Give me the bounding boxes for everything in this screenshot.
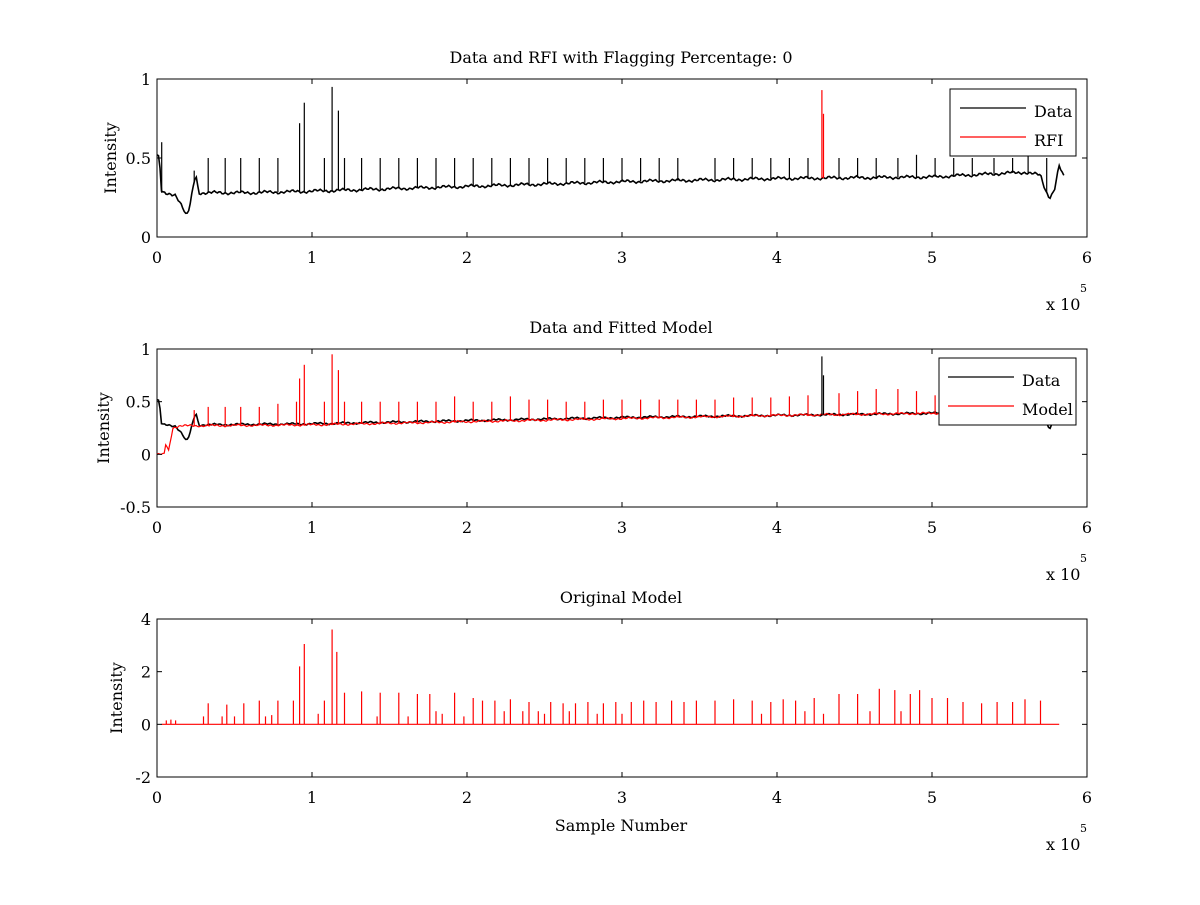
- x-tick-label: 2: [462, 248, 472, 267]
- x-tick-label: 5: [927, 788, 937, 807]
- x-tick-label: 1: [307, 518, 317, 537]
- x-tick-label: 0: [152, 788, 162, 807]
- subplot-2-x-multiplier: x 10: [1046, 565, 1080, 584]
- subplot-2-spikes: [193, 354, 936, 426]
- x-tick-label: 3: [617, 518, 627, 537]
- subplot-3-x-exponent: 5: [1080, 822, 1087, 835]
- x-tick-label: 4: [772, 518, 782, 537]
- subplot-2-y-axis: -0.5 0 0.5 1: [120, 340, 1087, 517]
- x-tick-label: 6: [1082, 788, 1092, 807]
- y-tick-label: 2: [141, 663, 151, 682]
- x-tick-label: 0: [152, 518, 162, 537]
- subplot-3-x-axis: 0 1 2 3 4 5 6: [152, 619, 1092, 807]
- subplot-2-title: Data and Fitted Model: [529, 318, 712, 337]
- subplot-1-x-axis: 0 1 2 3 4 5 6: [152, 79, 1092, 267]
- subplot-1-x-exponent: 5: [1080, 282, 1087, 295]
- y-tick-label: 1: [141, 340, 151, 359]
- x-tick-label: 4: [772, 788, 782, 807]
- x-tick-label: 5: [927, 518, 937, 537]
- subplot-3-ylabel: Intensity: [107, 662, 126, 734]
- y-tick-label: 1: [141, 70, 151, 89]
- subplot-2-model-baseline-line: [156, 410, 1026, 456]
- subplot-2-x-axis: 0 1 2 3 4 5 6: [152, 349, 1092, 537]
- subplot-3-y-axis: -2 0 2 4: [135, 610, 1087, 787]
- x-tick-label: 1: [307, 788, 317, 807]
- x-tick-label: 6: [1082, 248, 1092, 267]
- x-tick-label: 3: [617, 248, 627, 267]
- subplot-2-ylabel: Intensity: [94, 392, 113, 464]
- x-tick-label: 4: [772, 248, 782, 267]
- x-tick-label: 6: [1082, 518, 1092, 537]
- subplot-1: Data and RFI with Flagging Percentage: 0…: [101, 48, 1092, 314]
- subplot-1-title: Data and RFI with Flagging Percentage: 0: [449, 48, 792, 67]
- subplot-2-legend: Data Model: [938, 357, 1077, 426]
- y-tick-label: 0.5: [126, 149, 151, 168]
- subplot-1-x-multiplier: x 10: [1046, 295, 1080, 314]
- subplot-2-legend-label-data: Data: [1022, 371, 1061, 390]
- y-tick-label: -2: [135, 768, 151, 787]
- x-tick-label: 5: [927, 248, 937, 267]
- y-tick-label: 0: [141, 715, 151, 734]
- subplot-1-y-axis: 00.51: [126, 70, 1087, 247]
- subplot-3-x-multiplier: x 10: [1046, 835, 1080, 854]
- subplot-2-legend-label-model: Model: [1022, 400, 1073, 419]
- subplot-1-data-baseline-line: [156, 154, 1065, 215]
- subplot-2-plot-area: [156, 354, 1065, 456]
- subplot-3-spikes: [165, 629, 1042, 725]
- x-tick-label: 2: [462, 518, 472, 537]
- subplot-3-xlabel: Sample Number: [555, 816, 688, 835]
- y-tick-label: 0: [141, 228, 151, 247]
- x-tick-label: 2: [462, 788, 472, 807]
- subplot-1-legend-label-data: Data: [1034, 102, 1073, 121]
- subplot-1-legend: Data RFI: [949, 88, 1077, 157]
- subplot-2-x-exponent: 5: [1080, 552, 1087, 565]
- y-tick-label: 4: [141, 610, 151, 629]
- y-tick-label: -0.5: [120, 498, 151, 517]
- y-tick-label: 0.5: [126, 393, 151, 412]
- subplot-1-legend-box: [949, 88, 1077, 157]
- subplot-1-legend-label-rfi: RFI: [1034, 131, 1063, 150]
- x-tick-label: 3: [617, 788, 627, 807]
- y-tick-label: 0: [141, 445, 151, 464]
- x-tick-label: 1: [307, 248, 317, 267]
- subplot-2-axes-box: [156, 348, 1088, 508]
- subplot-1-ylabel: Intensity: [101, 122, 120, 194]
- x-tick-label: 0: [152, 248, 162, 267]
- subplot-3-plot-area: [161, 629, 1060, 725]
- subplot-1-plot-area: [156, 86, 1065, 215]
- subplot-3-title: Original Model: [560, 588, 682, 607]
- subplot-1-spikes: [161, 86, 1048, 193]
- subplot-2-legend-box: [938, 357, 1077, 426]
